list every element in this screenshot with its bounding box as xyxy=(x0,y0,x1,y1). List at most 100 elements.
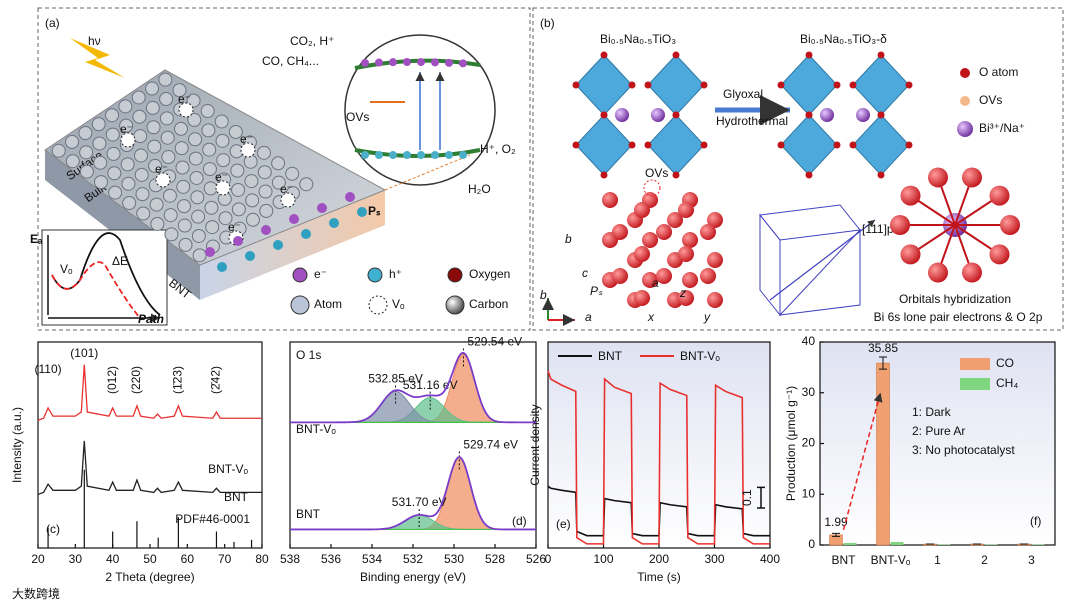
crystal-atom xyxy=(612,268,628,284)
peak-label: (220) xyxy=(129,366,143,394)
crystal-atom xyxy=(700,268,716,284)
bi-na-atom xyxy=(651,108,665,122)
surface-atom xyxy=(202,142,217,157)
bar xyxy=(876,362,890,546)
axis-title: Production (μmol g⁻¹) xyxy=(784,386,798,501)
surface-atom xyxy=(105,127,120,142)
x-tick-label: 534 xyxy=(362,552,382,566)
hole xyxy=(361,151,369,159)
o-atom xyxy=(600,111,608,119)
surface-atom xyxy=(191,209,206,224)
peak-label: (101) xyxy=(70,346,98,360)
surface-atom xyxy=(134,167,149,182)
envelope xyxy=(290,351,536,424)
surface-atom xyxy=(92,136,107,151)
legend-marker xyxy=(960,68,970,78)
surface-atom xyxy=(78,126,93,141)
hole xyxy=(431,151,439,159)
crystal-atom xyxy=(682,272,698,288)
o-atom xyxy=(572,81,580,89)
surface-atom xyxy=(259,203,274,218)
electron xyxy=(375,58,383,67)
scale-bar xyxy=(757,486,765,509)
surface-atom xyxy=(159,92,174,107)
octahedron xyxy=(852,54,910,116)
hole xyxy=(245,251,255,261)
crystal-atom xyxy=(656,268,672,284)
octahedron xyxy=(575,54,633,116)
axis-title: Binding energy (eV) xyxy=(360,570,466,584)
direction-arrow xyxy=(769,219,876,301)
surface-atom xyxy=(121,176,136,191)
surface-atom xyxy=(178,237,193,252)
surface-atom xyxy=(93,155,108,170)
peak-label: 532.85 eV xyxy=(368,372,423,386)
electron xyxy=(431,58,439,67)
bi-na-atom xyxy=(856,108,870,122)
surface-atom xyxy=(258,184,273,199)
surface-atom xyxy=(177,199,192,214)
x-tick-label: 532 xyxy=(403,552,423,566)
o-orbital xyxy=(900,244,921,265)
surface-atom xyxy=(202,162,217,177)
o-orbital xyxy=(928,262,949,283)
octahedron xyxy=(780,114,838,176)
panel-a-frame xyxy=(37,7,531,331)
surface-atom xyxy=(201,123,216,138)
label: Path xyxy=(138,312,164,326)
surface-atom xyxy=(228,124,243,139)
crystal-atom xyxy=(678,290,694,306)
o-atom xyxy=(805,111,813,119)
o-atom xyxy=(777,81,785,89)
bar xyxy=(890,541,904,545)
vacancy xyxy=(178,102,194,118)
vacancy xyxy=(155,172,171,188)
label: OVs xyxy=(645,166,668,180)
electron-label: e⁻ xyxy=(178,92,191,106)
x-tick-label: 2 xyxy=(981,553,988,567)
surface-atom xyxy=(108,185,123,200)
peak-label: (012) xyxy=(105,366,119,394)
surface-atom xyxy=(271,175,286,190)
electron xyxy=(289,214,299,224)
legend-label: Bi³⁺/Na⁺ xyxy=(979,121,1025,135)
panel-label: (b) xyxy=(540,16,555,30)
o-atom xyxy=(600,51,608,59)
legend-label: CO xyxy=(996,356,1014,370)
electron xyxy=(459,59,467,68)
surface-atom xyxy=(176,179,191,194)
surface-atom xyxy=(177,218,192,233)
data-label: 1.99 xyxy=(824,515,848,529)
crystal-atom xyxy=(612,224,628,240)
axis-title: Time (s) xyxy=(637,570,681,584)
surface-atom xyxy=(285,166,300,181)
legend-label: CH₄ xyxy=(996,376,1018,390)
o-atom xyxy=(805,51,813,59)
surface-atom xyxy=(91,117,106,132)
electron-label: e⁻ xyxy=(155,162,168,176)
crystal-atom xyxy=(678,246,694,262)
label: hν xyxy=(88,34,101,48)
octahedron xyxy=(575,114,633,176)
electron xyxy=(317,203,327,213)
electron-label: e⁻ xyxy=(228,220,241,234)
panel-label: (a) xyxy=(45,16,60,30)
o-orbital xyxy=(961,262,982,283)
y-tick-label: 10 xyxy=(802,486,816,500)
surface-atom xyxy=(146,120,161,135)
x-tick-label: 20 xyxy=(31,552,45,566)
x-tick-label: 60 xyxy=(181,552,195,566)
hole xyxy=(445,151,453,159)
legend-marker xyxy=(367,267,383,283)
legend-marker xyxy=(290,295,310,315)
o-atom xyxy=(849,81,857,89)
surface-atom xyxy=(106,146,121,161)
label: H₂O xyxy=(468,182,491,196)
series-label: BNT-Vₒ xyxy=(296,422,336,436)
x-tick-label: 200 xyxy=(649,552,669,566)
crystal-atom xyxy=(678,202,694,218)
o-orbital xyxy=(890,215,910,235)
surface-atom xyxy=(132,109,147,124)
bi-na-atom xyxy=(615,108,629,122)
legend-label: BNT xyxy=(598,349,623,363)
